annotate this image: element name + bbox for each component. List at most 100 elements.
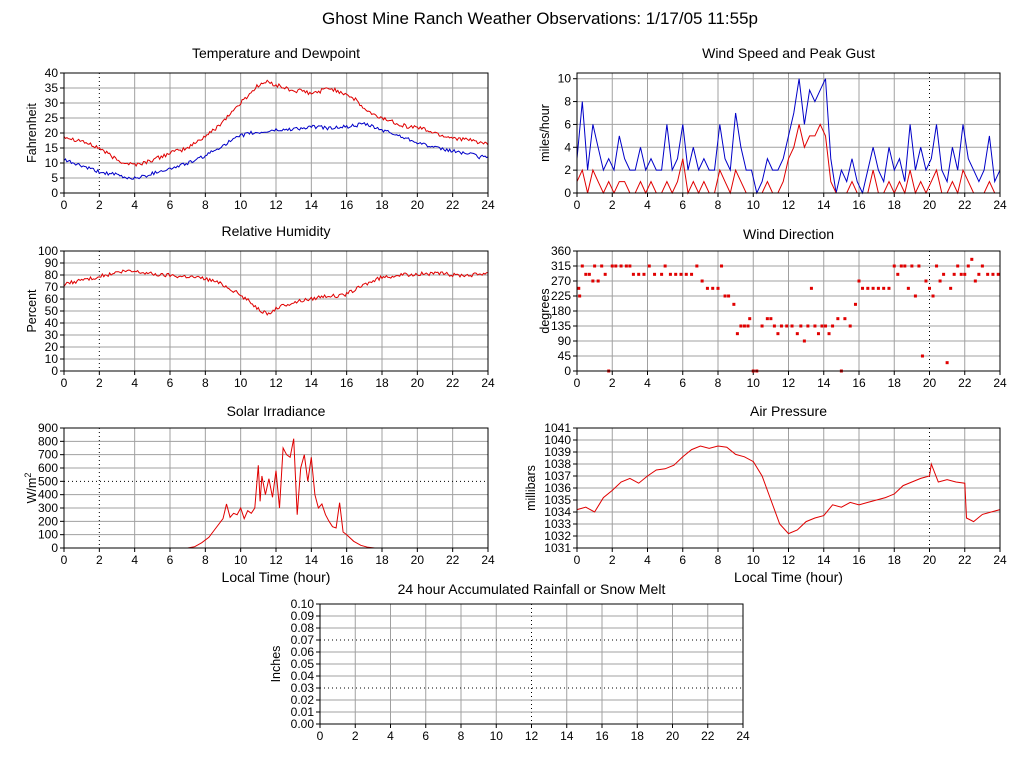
scatter-point [824, 324, 828, 328]
y-tick-label: 0.02 [291, 693, 315, 707]
x-tick-label: 8 [715, 376, 722, 390]
dashboard-title: Ghost Mine Ranch Weather Observations: 1… [322, 9, 758, 28]
plot-frame [576, 250, 1001, 372]
y-tick-label: 1038 [544, 457, 571, 471]
x-tick-label: 18 [375, 553, 389, 567]
x-tick-label: 16 [852, 198, 866, 212]
scatter-point [843, 317, 847, 321]
x-tick-label: 20 [411, 553, 425, 567]
scatter-point [931, 294, 935, 298]
x-tick-label: 6 [167, 376, 174, 390]
y-tick-label: 270 [551, 274, 571, 288]
x-tick-label: 22 [958, 376, 972, 390]
scatter-point [952, 272, 956, 276]
scatter-point [917, 264, 921, 268]
scatter-point [624, 264, 628, 268]
scatter-point [679, 272, 683, 276]
x-tick-label: 0 [61, 198, 68, 212]
scatter-point [853, 302, 857, 306]
scatter-point [924, 279, 928, 283]
y-tick-label: 225 [551, 289, 571, 303]
chart-title: Temperature and Dewpoint [192, 45, 360, 61]
x-tick-label: 10 [490, 729, 504, 743]
scatter-point [593, 264, 597, 268]
x-tick-label: 12 [782, 198, 796, 212]
x-tick-label: 2 [609, 376, 616, 390]
y-tick-label: 40 [45, 316, 59, 330]
scatter-point [831, 324, 835, 328]
scatter-point [596, 279, 600, 283]
scatter-point [848, 324, 852, 328]
scatter-point [619, 264, 623, 268]
scatter-point [769, 317, 773, 321]
plot-frame [319, 603, 744, 725]
x-tick-label: 6 [679, 376, 686, 390]
scatter-point [748, 317, 752, 321]
x-tick-label: 0 [574, 553, 581, 567]
x-tick-label: 4 [131, 198, 138, 212]
x-tick-label: 0 [61, 553, 68, 567]
x-tick-label: 0 [61, 376, 68, 390]
y-tick-label: 800 [38, 434, 58, 448]
x-tick-label: 12 [782, 553, 796, 567]
x-tick-label: 24 [993, 198, 1007, 212]
x-tick-label: 6 [167, 553, 174, 567]
x-tick-label: 20 [923, 198, 937, 212]
scatter-point [765, 317, 769, 321]
x-tick-label: 8 [202, 198, 209, 212]
x-tick-label: 16 [340, 198, 354, 212]
scatter-point [938, 279, 942, 283]
y-tick-label: 315 [551, 259, 571, 273]
scatter-point [735, 332, 739, 336]
y-tick-label: 0 [564, 186, 571, 200]
scatter-point [577, 286, 581, 290]
x-tick-label: 14 [817, 198, 831, 212]
chart-title: Solar Irradiance [227, 403, 326, 419]
x-tick-label: 22 [958, 198, 972, 212]
x-tick-label: 6 [679, 198, 686, 212]
y-tick-label: 1034 [544, 505, 571, 519]
scatter-point [772, 324, 776, 328]
y-tick-label: 500 [38, 474, 58, 488]
x-tick-label: 22 [446, 376, 460, 390]
scatter-point [977, 272, 981, 276]
y-tick-label: 0.10 [291, 597, 315, 611]
scatter-point [986, 272, 990, 276]
scatter-point [899, 264, 903, 268]
x-tick-label: 4 [131, 376, 138, 390]
x-axis-label: Local Time (hour) [734, 569, 843, 585]
series-line-0 [64, 438, 488, 549]
plot-frame [576, 72, 1001, 194]
y-tick-label: 1041 [544, 421, 571, 435]
y-tick-label: 900 [38, 421, 58, 435]
scatter-point [695, 264, 699, 268]
x-tick-label: 10 [747, 553, 761, 567]
scatter-point [580, 264, 584, 268]
y-tick-label: 180 [551, 304, 571, 318]
scatter-point [827, 332, 831, 336]
scatter-point [668, 272, 672, 276]
y-tick-label: 0.05 [291, 657, 315, 671]
y-axis-label-text: Fahrenheit [25, 103, 39, 163]
scatter-point [723, 294, 727, 298]
y-tick-label: 600 [38, 461, 58, 475]
y-tick-label: 60 [45, 292, 59, 306]
x-tick-label: 4 [644, 553, 651, 567]
y-tick-label: 0.01 [291, 705, 315, 719]
x-tick-label: 14 [817, 376, 831, 390]
y-axis-label: W/m2 [23, 473, 39, 504]
scatter-point [809, 286, 813, 290]
x-tick-label: 2 [96, 198, 103, 212]
y-tick-label: 0.03 [291, 681, 315, 695]
x-tick-label: 20 [923, 376, 937, 390]
x-tick-label: 20 [411, 376, 425, 390]
x-tick-label: 18 [888, 553, 902, 567]
x-tick-label: 8 [715, 198, 722, 212]
x-tick-label: 4 [644, 198, 651, 212]
x-tick-label: 4 [131, 553, 138, 567]
scatter-point [591, 279, 595, 283]
scatter-point [684, 272, 688, 276]
x-tick-label: 16 [340, 376, 354, 390]
x-tick-label: 18 [888, 198, 902, 212]
